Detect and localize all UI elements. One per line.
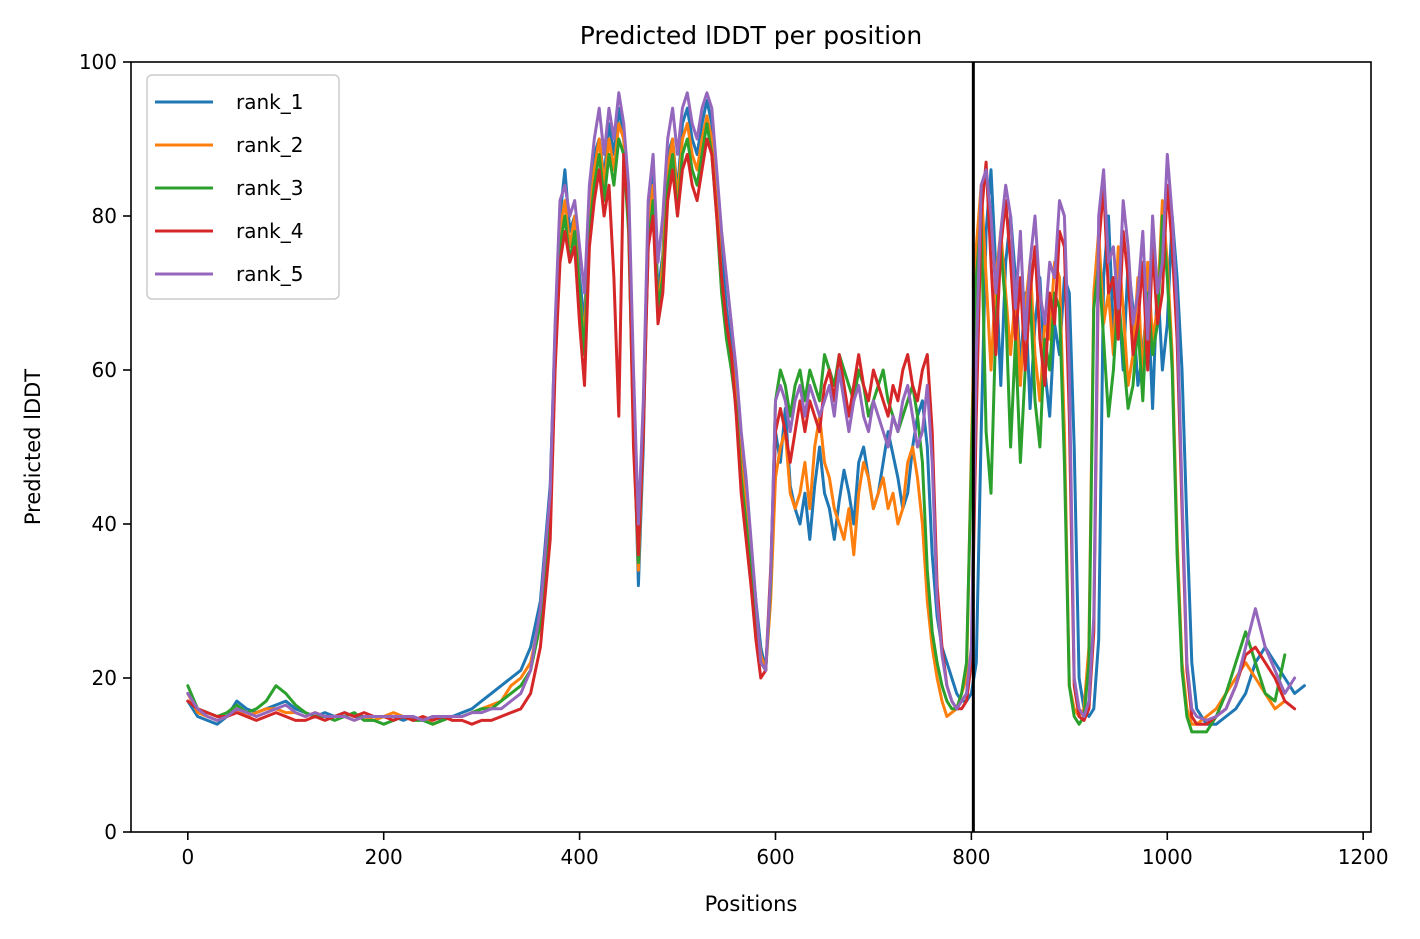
y-tick-label: 20 <box>92 666 117 690</box>
legend-label-rank-1: rank_1 <box>236 90 303 114</box>
series-line-rank-1 <box>186 99 1306 726</box>
x-tick-label: 600 <box>756 845 794 869</box>
y-tick-label: 60 <box>92 358 117 382</box>
chart-title: Predicted lDDT per position <box>580 21 922 50</box>
y-tick-label: 0 <box>104 820 117 844</box>
legend-label-rank-3: rank_3 <box>236 176 303 200</box>
series-layer <box>186 91 1306 734</box>
x-axis-ticks: 0 200 400 600 800 1000 1200 <box>181 832 1389 869</box>
y-tick-label: 100 <box>79 50 117 74</box>
legend: rank_1 rank_2 rank_3 rank_4 rank_5 <box>146 74 340 300</box>
series-line-rank-5 <box>186 91 1297 722</box>
y-tick-label: 80 <box>92 204 117 228</box>
x-tick-label: 1000 <box>1142 845 1193 869</box>
legend-label-rank-5: rank_5 <box>236 262 303 286</box>
legend-box <box>146 74 340 300</box>
x-tick-label: 1200 <box>1338 845 1389 869</box>
x-tick-label: 0 <box>181 845 194 869</box>
x-axis-title: Positions <box>705 892 798 916</box>
x-tick-label: 400 <box>561 845 599 869</box>
series-line-rank-3 <box>186 122 1287 734</box>
plot-area-frame <box>130 61 1372 833</box>
y-axis-title: Predicted lDDT <box>21 369 45 525</box>
x-tick-label: 200 <box>365 845 403 869</box>
y-axis-ticks: 0 20 40 60 80 100 <box>79 50 131 844</box>
legend-label-rank-2: rank_2 <box>236 133 303 157</box>
x-tick-label: 800 <box>952 845 990 869</box>
legend-label-rank-4: rank_4 <box>236 219 303 243</box>
y-tick-label: 40 <box>92 512 117 536</box>
